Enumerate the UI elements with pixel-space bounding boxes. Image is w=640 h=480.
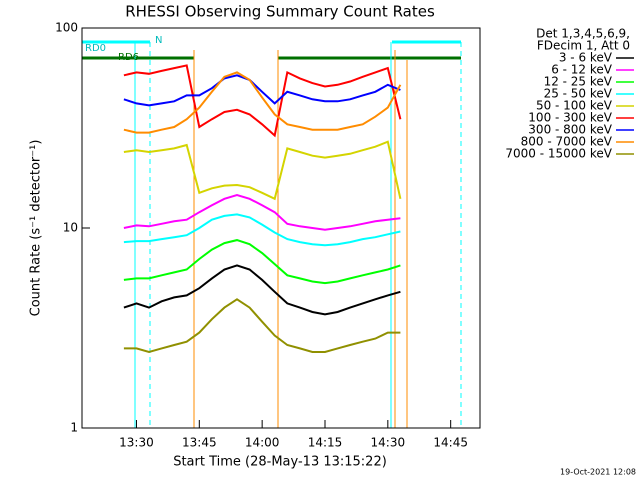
legend-label: 3 - 6 keV: [559, 51, 613, 65]
footer: 19-Oct-2021 12:08: [560, 468, 636, 477]
series-line: [123, 71, 402, 134]
series-line: [123, 298, 401, 354]
y-axis-label: Count Rate (s⁻¹ detector⁻¹): [29, 140, 44, 317]
flag-label: RD6: [118, 52, 139, 63]
x-tick-label: 13:30: [119, 436, 154, 450]
legend-label: 12 - 25 keV: [544, 75, 613, 89]
legend-label: 25 - 50 keV: [544, 87, 613, 101]
legend-header: FDecim 1, Att 0: [537, 39, 630, 53]
flag-label: RD0: [85, 43, 106, 54]
series-line: [123, 74, 401, 107]
flags: RD0 RD6 N: [82, 35, 462, 428]
series-line: [123, 64, 402, 138]
x-tick-label: 13:45: [182, 436, 217, 450]
y-tick-label: 10: [63, 221, 78, 235]
series-line: [123, 239, 401, 285]
y-tick-label: 100: [55, 21, 78, 35]
legend-label: 100 - 300 keV: [528, 111, 612, 125]
legend-label: 50 - 100 keV: [536, 99, 613, 113]
legend-label: 300 - 800 keV: [528, 123, 612, 137]
x-tick-label: 14:00: [245, 436, 280, 450]
series-line: [123, 264, 401, 316]
legend-label: 7000 - 15000 keV: [505, 147, 612, 161]
x-tick-label: 14:45: [433, 436, 468, 450]
flag-label: N: [155, 35, 162, 46]
legend-label: 6 - 12 keV: [551, 63, 613, 77]
series-line: [123, 213, 401, 247]
chart-title: RHESSI Observing Summary Count Rates: [125, 3, 435, 21]
y-tick-label: 1: [70, 421, 78, 435]
series-line: [123, 194, 401, 231]
legend-label: 800 - 7000 keV: [521, 135, 613, 149]
x-tick-label: 14:15: [308, 436, 343, 450]
x-axis-label: Start Time (28-May-13 13:15:22): [173, 455, 387, 470]
series-line: [123, 140, 402, 201]
legend-header: Det 1,3,4,5,6,9,: [536, 27, 630, 41]
x-tick-label: 14:30: [371, 436, 406, 450]
